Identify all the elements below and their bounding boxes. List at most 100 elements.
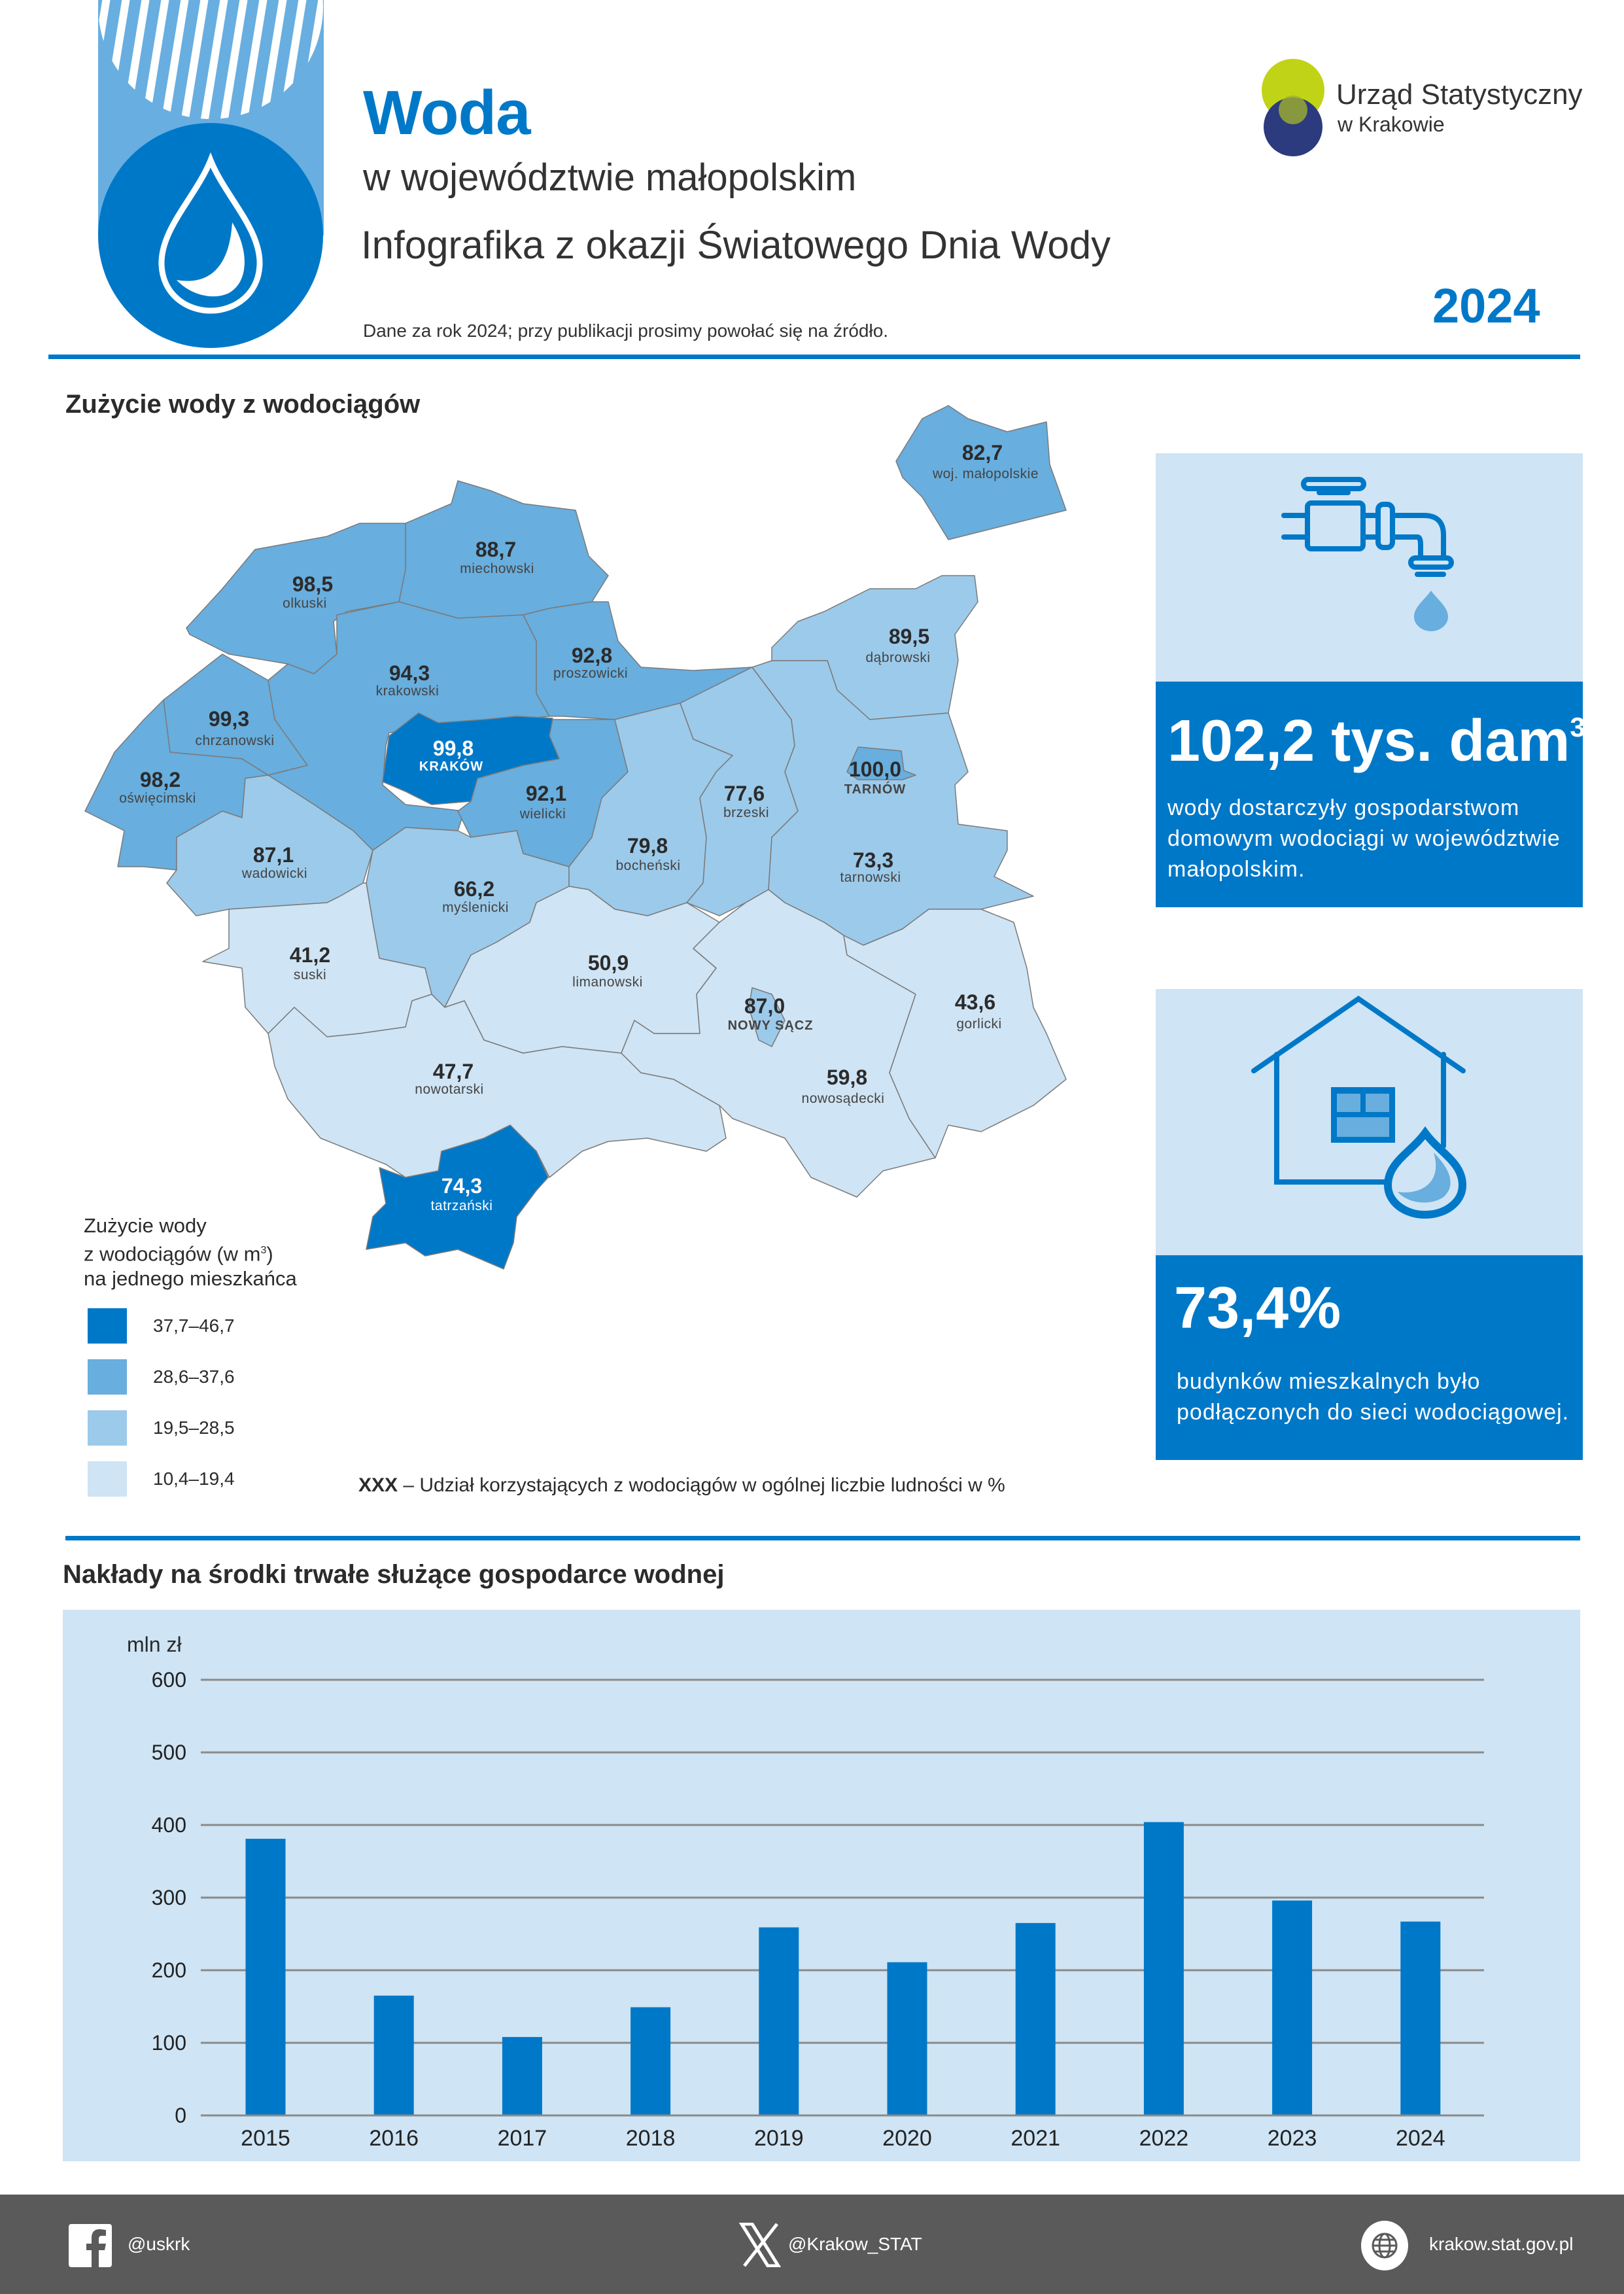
legend-swatch [88, 1308, 127, 1344]
region-value: 100,0 [848, 757, 902, 781]
region-name: olkuski [283, 596, 327, 611]
stat-value-text: 102,2 tys. dam [1167, 708, 1570, 774]
legend-item: 19,5–28,5 [84, 1402, 297, 1453]
x-handle[interactable]: @Krakow_STAT [788, 2234, 922, 2254]
region-name: tarnowski [840, 870, 901, 885]
region-value: 87,1 [252, 843, 294, 867]
stat-panel-water-supplied: 102,2 tys. dam3 wody dostarczyły gospoda… [1156, 682, 1585, 907]
region-name: NOWY SĄCZ [727, 1018, 814, 1033]
legend-item: 37,7–46,7 [84, 1300, 297, 1351]
year-label: 2024 [1432, 279, 1540, 333]
divider [48, 355, 1580, 359]
source-note: Dane za rok 2024; przy publikacji prosim… [363, 321, 889, 341]
region-name: KRAKÓW [419, 759, 484, 774]
region-value: 99,8 [432, 737, 474, 760]
facebook-handle[interactable]: @uskrk [128, 2234, 190, 2254]
drop-icon [158, 152, 263, 314]
map-region [186, 523, 406, 674]
region-name: gorlicki [956, 1017, 1002, 1032]
stripes-decor [98, 0, 323, 119]
legend-label: 19,5–28,5 [153, 1417, 235, 1438]
legend-title-line2: z wodociągów (w m3) [84, 1238, 297, 1266]
y-axis-label: mln zł [127, 1633, 182, 1656]
legend-label: 10,4–19,4 [153, 1469, 235, 1489]
map-region [382, 712, 560, 805]
facebook-icon[interactable] [69, 2224, 112, 2267]
region-name: chrzanowski [195, 733, 275, 748]
note-text: – Udział korzystających z wodociągów w o… [398, 1474, 1005, 1496]
region-value: 92,8 [571, 644, 613, 667]
legend-title-text: z wodociągów (w m [84, 1242, 261, 1266]
page-subtitle: w województwie małopolskim [363, 156, 857, 199]
region-value: 47,7 [432, 1060, 474, 1083]
region-value: 87,0 [744, 994, 786, 1018]
region-value: 77,6 [723, 782, 765, 805]
page-title: Woda [363, 78, 531, 148]
legend-swatch [88, 1410, 127, 1446]
chart-background [63, 1610, 1580, 2161]
legend-label: 28,6–37,6 [153, 1366, 235, 1387]
region-name: proszowicki [553, 666, 629, 681]
region-name: wielicki [519, 807, 566, 822]
region-value: 79,8 [627, 834, 668, 858]
region-value: 99,3 [208, 707, 250, 731]
region-name: TARNÓW [844, 782, 907, 797]
legend-title-line1: Zużycie wody [84, 1214, 207, 1237]
region-name: oświęcimski [119, 791, 196, 806]
legend-title-close: ) [266, 1242, 273, 1266]
region-value: 98,5 [292, 572, 334, 596]
legend-title-line3: na jednego mieszkańca [84, 1267, 297, 1291]
map-note: XXX – Udział korzystających z wodociągów… [358, 1474, 1005, 1497]
map-region [166, 774, 373, 916]
map-region [843, 909, 1067, 1158]
region-name: myślenicki [442, 900, 509, 915]
region-name: dąbrowski [865, 650, 931, 665]
region-value: 89,5 [888, 625, 930, 648]
stat-value: 102,2 tys. dam3 [1167, 708, 1585, 775]
map-region [748, 987, 786, 1047]
water-drop-emblem [98, 0, 323, 348]
region-name: miechowski [460, 561, 534, 576]
legend-label: 37,7–46,7 [153, 1315, 235, 1336]
region-name: nowosądecki [801, 1091, 885, 1106]
region-value: 73,3 [852, 848, 894, 872]
choropleth-map: 82,7 woj. małopolskie 88,7 miechowski 98,5 ol… [65, 379, 1091, 1524]
office-logo-icon [1262, 59, 1324, 156]
stat-value: 73,4% [1174, 1276, 1341, 1341]
x-logo-icon[interactable] [739, 2223, 781, 2267]
region-name: wadowicki [241, 866, 308, 881]
globe-icon[interactable] [1360, 2220, 1409, 2271]
region-value: 98,2 [139, 768, 181, 791]
map-region [366, 1124, 549, 1270]
region-value: 41,2 [289, 943, 331, 967]
stat-description: wody dostarczyły gospodarstwom domowym w… [1167, 795, 1561, 882]
stat-panel-house-icon-area [1156, 989, 1583, 1255]
website-link[interactable]: krakow.stat.gov.pl [1429, 2234, 1574, 2254]
divider [65, 1536, 1580, 1540]
stat-panel-water-icon-area [1156, 453, 1583, 682]
faucet-icon [1281, 477, 1454, 631]
legend-item: 10,4–19,4 [84, 1453, 297, 1504]
stat-value-sup: 3 [1570, 712, 1585, 742]
logo-subtext: w Krakowie [1338, 113, 1445, 136]
note-marker: XXX [358, 1474, 398, 1496]
map-region [846, 746, 916, 780]
region-value: 66,2 [453, 877, 495, 901]
logo-text: Urząd Statystyczny [1336, 78, 1583, 111]
region-name: woj. małopolskie [932, 466, 1039, 481]
region-name: nowotarski [415, 1082, 484, 1097]
map-region [895, 405, 1067, 540]
footer [0, 2195, 1624, 2294]
legend-swatch [88, 1359, 127, 1395]
region-value: 74,3 [441, 1174, 483, 1198]
legend-swatch [88, 1461, 127, 1497]
region-name: krakowski [375, 684, 440, 699]
region-name: bocheński [615, 858, 681, 873]
region-value: 43,6 [954, 990, 996, 1014]
region-name: tatrzański [430, 1198, 493, 1213]
map-region [621, 889, 936, 1198]
region-value: 59,8 [826, 1066, 868, 1089]
region-name: limanowski [572, 975, 643, 990]
stat-panel-buildings-connected: 73,4% budynków mieszkalnych było podłącz… [1156, 1255, 1583, 1460]
map-section-title: Zużycie wody z wodociągów [65, 390, 421, 419]
